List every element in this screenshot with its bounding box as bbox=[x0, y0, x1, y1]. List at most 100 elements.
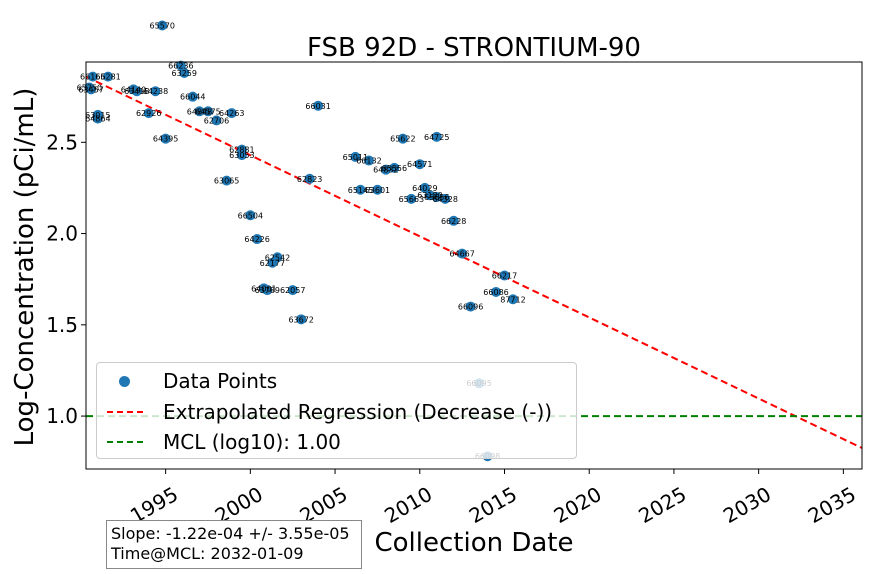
data-point-label: 66044 bbox=[180, 93, 205, 102]
data-point-label: 62177 bbox=[260, 259, 285, 268]
data-point bbox=[226, 108, 237, 119]
data-point bbox=[87, 71, 98, 82]
data-point bbox=[414, 159, 425, 170]
data-point bbox=[202, 106, 213, 117]
data-point bbox=[160, 133, 171, 144]
data-point-label: 64832 bbox=[373, 166, 398, 175]
data-point-label: 64864 bbox=[85, 115, 110, 124]
data-point bbox=[86, 84, 97, 95]
legend-label: Extrapolated Regression (Decrease (-)) bbox=[163, 400, 553, 424]
data-point-label: 66086 bbox=[483, 288, 508, 297]
data-point bbox=[440, 193, 451, 204]
data-point-label: 64667 bbox=[449, 250, 474, 259]
data-point-label: 64725 bbox=[424, 133, 449, 142]
data-point-label: 64140 bbox=[121, 85, 146, 94]
legend-marker-green-dashed bbox=[107, 441, 143, 443]
legend-marker-red-dashed bbox=[107, 411, 143, 413]
y-tick-label: 1.5 bbox=[46, 313, 78, 337]
data-point-label: 66165 bbox=[80, 73, 105, 82]
data-point bbox=[287, 285, 298, 296]
data-point-label: 63259 bbox=[172, 69, 197, 78]
data-point bbox=[431, 131, 442, 142]
data-point bbox=[157, 20, 168, 31]
x-tick-label: 2015 bbox=[465, 482, 521, 528]
data-point-label: 65663 bbox=[399, 195, 424, 204]
x-tick-label: 2025 bbox=[634, 482, 690, 528]
data-point-label: 66132 bbox=[356, 157, 381, 166]
data-point bbox=[350, 151, 361, 162]
data-point-label: 64848 bbox=[187, 107, 212, 116]
legend-marker-dot bbox=[119, 376, 130, 387]
x-tick-label: 2010 bbox=[380, 482, 436, 528]
legend-label: MCL (log10): 1.00 bbox=[163, 430, 341, 454]
data-point-label: 66236 bbox=[168, 62, 193, 71]
chart-title: FSB 92D - STRONTIUM-90 bbox=[307, 33, 641, 63]
stats-box: Slope: -1.22e-04 +/- 3.55e-05 Time@MCL: … bbox=[106, 520, 362, 569]
data-point bbox=[236, 150, 247, 161]
data-point-label: 63418 bbox=[124, 87, 149, 96]
data-point bbox=[131, 86, 142, 97]
data-point-label: 65750 bbox=[77, 84, 102, 93]
data-point-label: 65570 bbox=[150, 21, 175, 30]
data-point bbox=[221, 175, 232, 186]
data-point bbox=[363, 155, 374, 166]
data-point-label: 66228 bbox=[441, 217, 466, 226]
data-point bbox=[448, 215, 459, 226]
data-point-label: 62926 bbox=[136, 109, 161, 118]
data-point bbox=[465, 301, 476, 312]
data-point bbox=[380, 164, 391, 175]
data-point-label: 64029 bbox=[412, 184, 437, 193]
data-point bbox=[296, 314, 307, 325]
data-point bbox=[103, 71, 114, 82]
y-axis-label: Log-Concentration (pCi/mL) bbox=[10, 88, 40, 447]
data-point-label: 63053 bbox=[229, 151, 254, 160]
data-point bbox=[397, 133, 408, 144]
data-point-label: 64575 bbox=[195, 107, 220, 116]
data-point-label: 64571 bbox=[407, 160, 432, 169]
data-point bbox=[143, 108, 154, 119]
data-point-label: 62881 bbox=[229, 146, 254, 155]
data-point-label: 63672 bbox=[288, 315, 313, 324]
data-point-label: 65622 bbox=[390, 135, 415, 144]
data-point bbox=[150, 86, 161, 97]
data-point bbox=[262, 285, 273, 296]
data-point bbox=[252, 234, 263, 245]
data-point bbox=[499, 270, 510, 281]
data-point bbox=[194, 106, 205, 117]
data-point bbox=[179, 67, 190, 78]
y-tick-label: 2.5 bbox=[46, 130, 78, 154]
data-point-label: 64395 bbox=[153, 135, 178, 144]
data-point-label: 63601 bbox=[365, 186, 390, 195]
data-point-label: 63789 bbox=[255, 286, 280, 295]
data-point-label: 63015 bbox=[85, 111, 110, 120]
data-point-label: 66281 bbox=[95, 73, 120, 82]
x-tick-label: 2020 bbox=[550, 482, 606, 528]
data-point-label: 64238 bbox=[143, 87, 168, 96]
data-point-label: 87712 bbox=[500, 295, 525, 304]
data-point-label: 66217 bbox=[492, 272, 517, 281]
data-point bbox=[507, 294, 518, 305]
data-point bbox=[313, 100, 324, 111]
data-point-label: 63065 bbox=[214, 177, 239, 186]
data-point bbox=[457, 248, 468, 259]
data-point bbox=[355, 184, 366, 195]
y-tick-label: 1.0 bbox=[46, 404, 78, 428]
data-point bbox=[245, 210, 256, 221]
data-point-label: 65011 bbox=[343, 153, 368, 162]
data-point-label: 63180 bbox=[417, 191, 442, 200]
data-point-label: 66504 bbox=[238, 211, 263, 220]
data-point bbox=[406, 193, 417, 204]
data-point-label: 62706 bbox=[204, 116, 229, 125]
y-tick-label: 2.0 bbox=[46, 222, 78, 246]
x-tick-label: 2035 bbox=[804, 482, 860, 528]
plot-frame bbox=[85, 61, 863, 470]
legend-item-mcl: MCL (log10): 1.00 bbox=[97, 429, 576, 455]
data-point bbox=[389, 162, 400, 173]
legend-item-data-points: Data Points bbox=[97, 368, 576, 394]
data-point bbox=[272, 252, 283, 263]
data-point-label: 63457 bbox=[78, 85, 103, 94]
data-point-label: 64263 bbox=[219, 109, 244, 118]
data-point bbox=[419, 182, 430, 193]
data-point-label: 64328 bbox=[432, 195, 457, 204]
